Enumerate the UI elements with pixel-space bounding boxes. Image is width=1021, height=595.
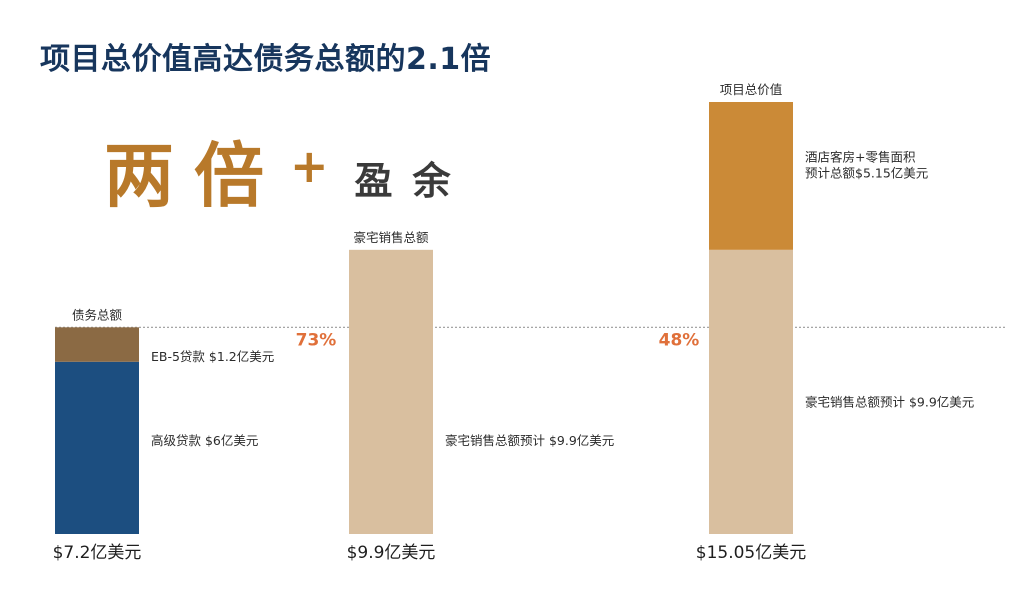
- headline-small-text: 盈余: [354, 159, 471, 203]
- bar-segment-1-2: [55, 327, 139, 362]
- percent-label-1: 73%: [296, 330, 337, 350]
- category-label-1: 债务总额: [72, 307, 123, 322]
- bar-segment-1-1: [55, 361, 139, 534]
- segment-label-1-1: 高级贷款 $6亿美元: [151, 433, 258, 448]
- headline-big-text: 两倍: [104, 135, 284, 217]
- bar-segment-3-4: [709, 102, 793, 250]
- category-label-3: 项目总价值: [720, 82, 783, 97]
- category-label-2: 豪宅销售总额: [353, 230, 429, 245]
- percent-label-2: 48%: [659, 330, 700, 350]
- segment-label-1-2: EB-5贷款 $1.2亿美元: [151, 349, 274, 364]
- total-label-1: $7.2亿美元: [53, 543, 142, 563]
- bar-segment-3-3: [709, 249, 793, 534]
- bar-segment-2-3: [349, 249, 433, 534]
- headline: 两倍 + 盈余: [104, 120, 471, 221]
- page-title: 项目总价值高达债务总额的2.1倍: [40, 42, 492, 77]
- headline-plus: +: [290, 138, 329, 193]
- segment-label-3-4-line-1: 酒店客房+零售面积: [805, 150, 915, 165]
- segment-label-3-3: 豪宅销售总额预计 $9.9亿美元: [805, 394, 974, 409]
- segment-label-3-4-line-2: 预计总额$5.15亿美元: [805, 166, 928, 181]
- total-label-2: $9.9亿美元: [347, 543, 436, 563]
- segment-label-2-3: 豪宅销售总额预计 $9.9亿美元: [445, 433, 614, 448]
- total-label-3: $15.05亿美元: [696, 543, 806, 563]
